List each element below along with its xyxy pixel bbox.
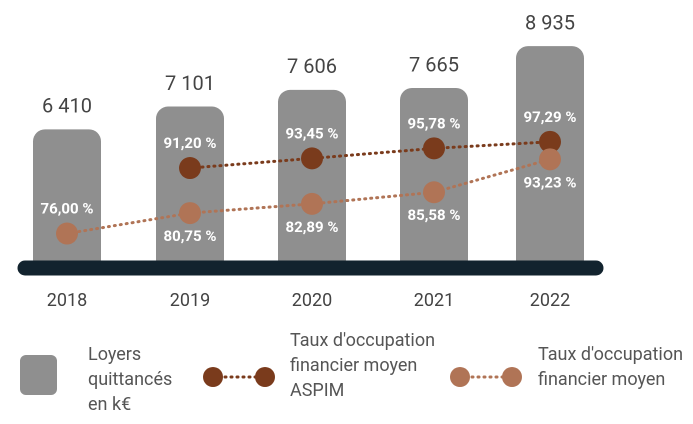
legend-marker	[502, 367, 522, 387]
legend-label: Taux d'occupation financier moyen	[538, 344, 684, 390]
point-label: 80,75 %	[164, 227, 217, 245]
line-point	[539, 148, 561, 171]
point-label: 97,29 %	[524, 108, 577, 126]
x-tick-label: 2019	[170, 290, 210, 311]
bar-value-label: 7 101	[165, 71, 215, 95]
x-tick-label: 2020	[292, 290, 332, 311]
line-point	[423, 137, 445, 160]
line-point	[179, 157, 201, 180]
bar-value-label: 8 935	[525, 10, 575, 34]
point-label: 82,89 %	[286, 218, 339, 236]
x-tick-label: 2018	[47, 290, 87, 311]
series-line	[188, 140, 552, 170]
bar-value-label: 7 665	[409, 52, 459, 76]
line-point	[301, 147, 323, 170]
legend-label: Taux d'occupation financier moyen ASPIM	[290, 330, 436, 401]
point-label: 85,58 %	[408, 206, 461, 224]
legend-swatch	[20, 355, 57, 395]
legend-marker	[450, 367, 470, 387]
point-label: 93,23 %	[524, 173, 577, 191]
point-label: 91,20 %	[164, 134, 217, 152]
line-point	[301, 192, 323, 215]
point-label: 93,45 %	[286, 124, 339, 142]
x-tick-label: 2021	[414, 290, 454, 311]
legend-label: Loyers quittancés en k€	[88, 344, 173, 415]
line-point	[423, 181, 445, 204]
legend-marker	[203, 367, 223, 387]
bar	[278, 89, 346, 272]
line-point	[56, 222, 78, 245]
point-label: 76,00 %	[41, 200, 94, 218]
bar	[33, 129, 101, 272]
bar-value-label: 7 606	[287, 54, 337, 78]
line-point	[179, 202, 201, 225]
line-point	[539, 130, 561, 153]
legend-marker	[255, 367, 275, 387]
bar-value-label: 6 410	[42, 94, 92, 118]
x-tick-label: 2022	[530, 290, 570, 311]
point-label: 95,78 %	[408, 114, 461, 132]
bar	[156, 106, 224, 272]
bar	[400, 87, 468, 272]
